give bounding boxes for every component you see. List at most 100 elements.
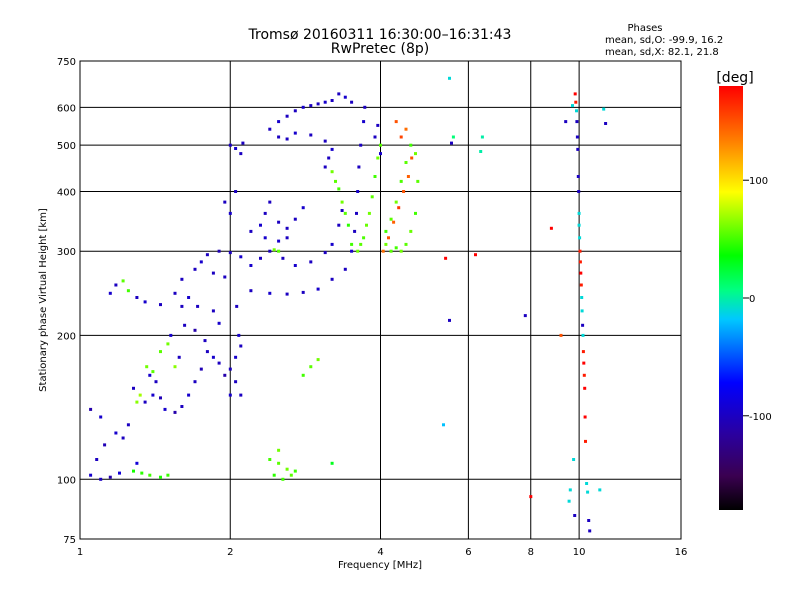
data-point xyxy=(604,122,608,125)
data-point xyxy=(126,289,130,293)
data-point xyxy=(173,365,177,369)
data-point xyxy=(89,407,93,411)
data-point xyxy=(578,249,582,253)
y-tick-label: 600 xyxy=(57,103,76,114)
data-point xyxy=(228,211,232,215)
data-point xyxy=(567,499,571,503)
data-point xyxy=(359,143,363,147)
data-points xyxy=(89,76,608,533)
data-point xyxy=(367,211,371,215)
data-point xyxy=(448,76,451,80)
data-point xyxy=(343,267,347,271)
legend-x-stats: mean, sd,X: 82.1, 21.8 xyxy=(605,47,719,58)
data-point xyxy=(268,200,272,204)
data-point xyxy=(330,170,334,174)
data-point xyxy=(577,223,581,227)
data-point xyxy=(281,256,285,260)
data-point xyxy=(132,469,135,473)
data-point xyxy=(293,109,297,113)
data-point xyxy=(211,355,215,359)
data-point xyxy=(272,473,276,477)
data-point xyxy=(588,529,592,533)
data-point xyxy=(362,120,366,124)
data-point xyxy=(293,131,297,135)
data-point xyxy=(151,393,155,397)
data-point xyxy=(574,100,578,104)
chart-subtitle: RwPretec (8p) xyxy=(331,41,429,57)
data-point xyxy=(575,109,578,113)
data-point xyxy=(381,249,385,253)
data-point xyxy=(187,296,191,299)
data-point xyxy=(323,165,327,169)
data-point xyxy=(166,342,170,346)
data-point xyxy=(234,355,238,359)
chart-title: Tromsø 20160311 16:30:00–16:31:43 xyxy=(248,27,512,43)
data-point xyxy=(316,358,320,362)
data-point xyxy=(323,139,327,143)
data-point xyxy=(309,133,313,137)
data-point xyxy=(602,107,606,111)
data-point xyxy=(581,323,585,327)
data-point xyxy=(228,393,232,397)
data-point xyxy=(373,135,377,139)
data-point xyxy=(268,458,272,461)
data-point xyxy=(159,475,162,479)
data-point xyxy=(277,461,281,465)
data-point xyxy=(114,431,118,435)
data-point xyxy=(350,100,354,104)
data-point xyxy=(410,156,414,160)
data-point xyxy=(173,291,177,295)
legend-o-stats: mean, sd,O: -99.9, 16.2 xyxy=(605,35,723,46)
data-point xyxy=(205,253,209,257)
data-point xyxy=(281,477,285,481)
phases-legend: Phases mean, sd,O: -99.9, 16.2 mean, sd,… xyxy=(605,23,723,58)
data-point xyxy=(277,120,281,124)
data-point xyxy=(343,95,347,99)
data-point xyxy=(217,361,221,365)
y-tick-label: 100 xyxy=(57,475,76,486)
data-point xyxy=(389,249,393,253)
data-point xyxy=(277,135,281,139)
data-point xyxy=(263,236,267,240)
data-point xyxy=(239,255,243,259)
data-point xyxy=(559,333,563,337)
data-point xyxy=(268,249,272,253)
data-point xyxy=(474,253,477,257)
data-point xyxy=(309,260,313,264)
data-point xyxy=(163,407,167,411)
colorbar-ticks: 100 0 -100 xyxy=(743,176,772,423)
data-point xyxy=(414,211,417,215)
data-point xyxy=(228,143,232,147)
data-point xyxy=(350,242,354,246)
data-point xyxy=(450,141,453,145)
data-point xyxy=(442,423,445,427)
axis-ticks: 1 2 4 6 8 10 16 75 100 200 300 400 500 600 750 xyxy=(57,57,687,558)
data-point xyxy=(404,242,408,246)
data-point xyxy=(578,236,582,240)
data-point xyxy=(363,105,367,109)
data-point xyxy=(399,249,403,253)
data-point xyxy=(135,461,139,465)
data-point xyxy=(103,443,107,447)
data-point xyxy=(121,436,125,440)
data-point xyxy=(263,211,267,215)
data-point xyxy=(327,156,331,160)
colorbar-tick-label: 0 xyxy=(749,294,755,305)
data-point xyxy=(234,190,238,193)
data-point xyxy=(387,236,390,240)
data-point xyxy=(108,291,112,295)
data-point xyxy=(199,367,203,371)
data-point xyxy=(376,156,380,160)
data-point xyxy=(138,393,142,397)
data-point xyxy=(353,229,357,233)
data-point xyxy=(340,200,344,204)
data-point xyxy=(293,469,297,473)
data-point xyxy=(193,328,197,332)
data-point xyxy=(239,393,243,397)
data-point xyxy=(399,179,403,183)
data-point xyxy=(376,123,380,127)
data-point xyxy=(293,217,297,221)
data-point xyxy=(187,393,191,397)
data-point xyxy=(379,152,382,156)
